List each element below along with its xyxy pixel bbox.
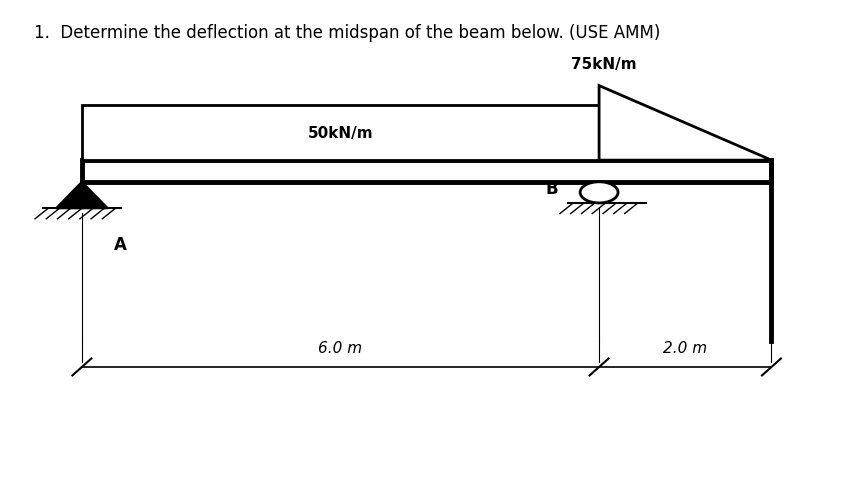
Text: B: B [545,179,557,197]
Text: 6.0 m: 6.0 m [318,340,362,355]
Text: A: A [115,235,127,253]
Text: 2.0 m: 2.0 m [662,340,707,355]
Polygon shape [56,182,108,209]
Circle shape [579,182,617,204]
Text: 50kN/m: 50kN/m [307,126,373,141]
Polygon shape [82,106,598,161]
Text: 1.  Determine the deflection at the midspan of the beam below. (USE AMM): 1. Determine the deflection at the midsp… [34,24,660,42]
Polygon shape [82,161,771,182]
Text: 75kN/m: 75kN/m [570,57,635,72]
Polygon shape [598,86,771,161]
